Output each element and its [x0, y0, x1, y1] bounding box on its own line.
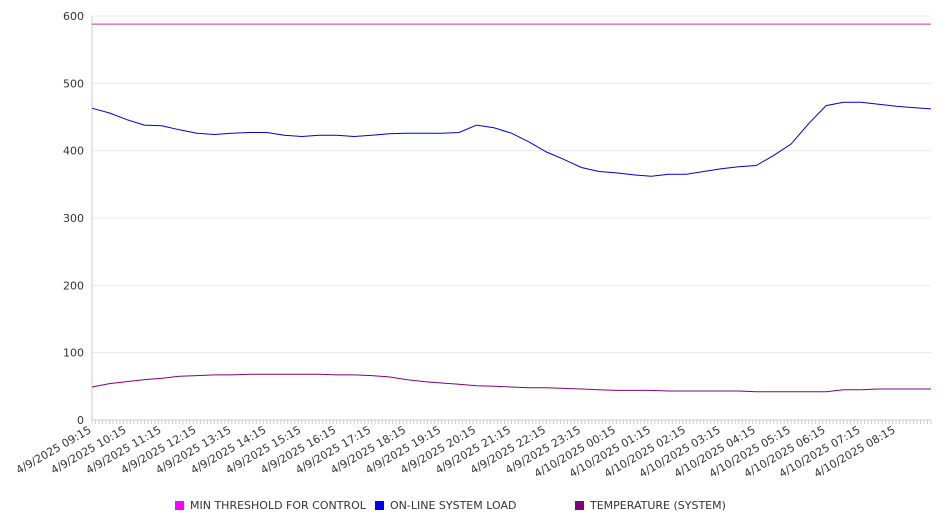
- legend-item-online-system-load[interactable]: ON-LINE SYSTEM LOAD: [375, 499, 516, 512]
- series-lines: [91, 23, 932, 393]
- y-tick-label: 300: [63, 212, 84, 225]
- legend-item-min-threshold[interactable]: MIN THRESHOLD FOR CONTROL: [175, 499, 366, 512]
- y-tick-label: 400: [63, 145, 84, 158]
- x-axis-ticks: [91, 420, 932, 424]
- x-axis-labels: 4/9/2025 09:154/9/2025 10:154/9/2025 11:…: [14, 423, 898, 480]
- online-system-load-line: [91, 101, 932, 177]
- y-tick-label: 600: [63, 10, 84, 23]
- legend-label-online-system-load: ON-LINE SYSTEM LOAD: [390, 499, 517, 512]
- legend-label-temperature: TEMPERATURE (SYSTEM): [590, 499, 726, 512]
- legend: MIN THRESHOLD FOR CONTROL ON-LINE SYSTEM…: [0, 499, 946, 513]
- gridlines: [92, 15, 931, 354]
- y-tick-label: 0: [77, 414, 84, 427]
- temperature-line: [91, 373, 931, 393]
- y-tick-label: 100: [63, 347, 84, 360]
- legend-item-temperature[interactable]: TEMPERATURE (SYSTEM): [575, 499, 726, 512]
- y-tick-label: 500: [63, 77, 84, 90]
- legend-label-min-threshold: MIN THRESHOLD FOR CONTROL: [190, 499, 366, 512]
- legend-swatch-temperature: [575, 501, 584, 510]
- legend-swatch-online-system-load: [375, 501, 384, 510]
- y-tick-label: 200: [63, 279, 84, 292]
- y-axis-labels: 0 100 200 300 400 500 600: [63, 10, 84, 427]
- legend-swatch-min-threshold: [175, 501, 184, 510]
